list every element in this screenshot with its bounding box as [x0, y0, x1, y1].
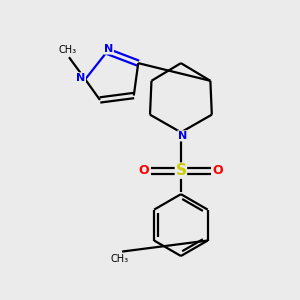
Text: S: S — [176, 163, 186, 178]
Text: N: N — [76, 73, 86, 83]
Text: O: O — [212, 164, 223, 177]
Text: O: O — [139, 164, 149, 177]
Text: N: N — [178, 131, 187, 141]
Text: CH₃: CH₃ — [58, 45, 76, 55]
Text: N: N — [104, 44, 113, 54]
Text: CH₃: CH₃ — [110, 254, 128, 264]
